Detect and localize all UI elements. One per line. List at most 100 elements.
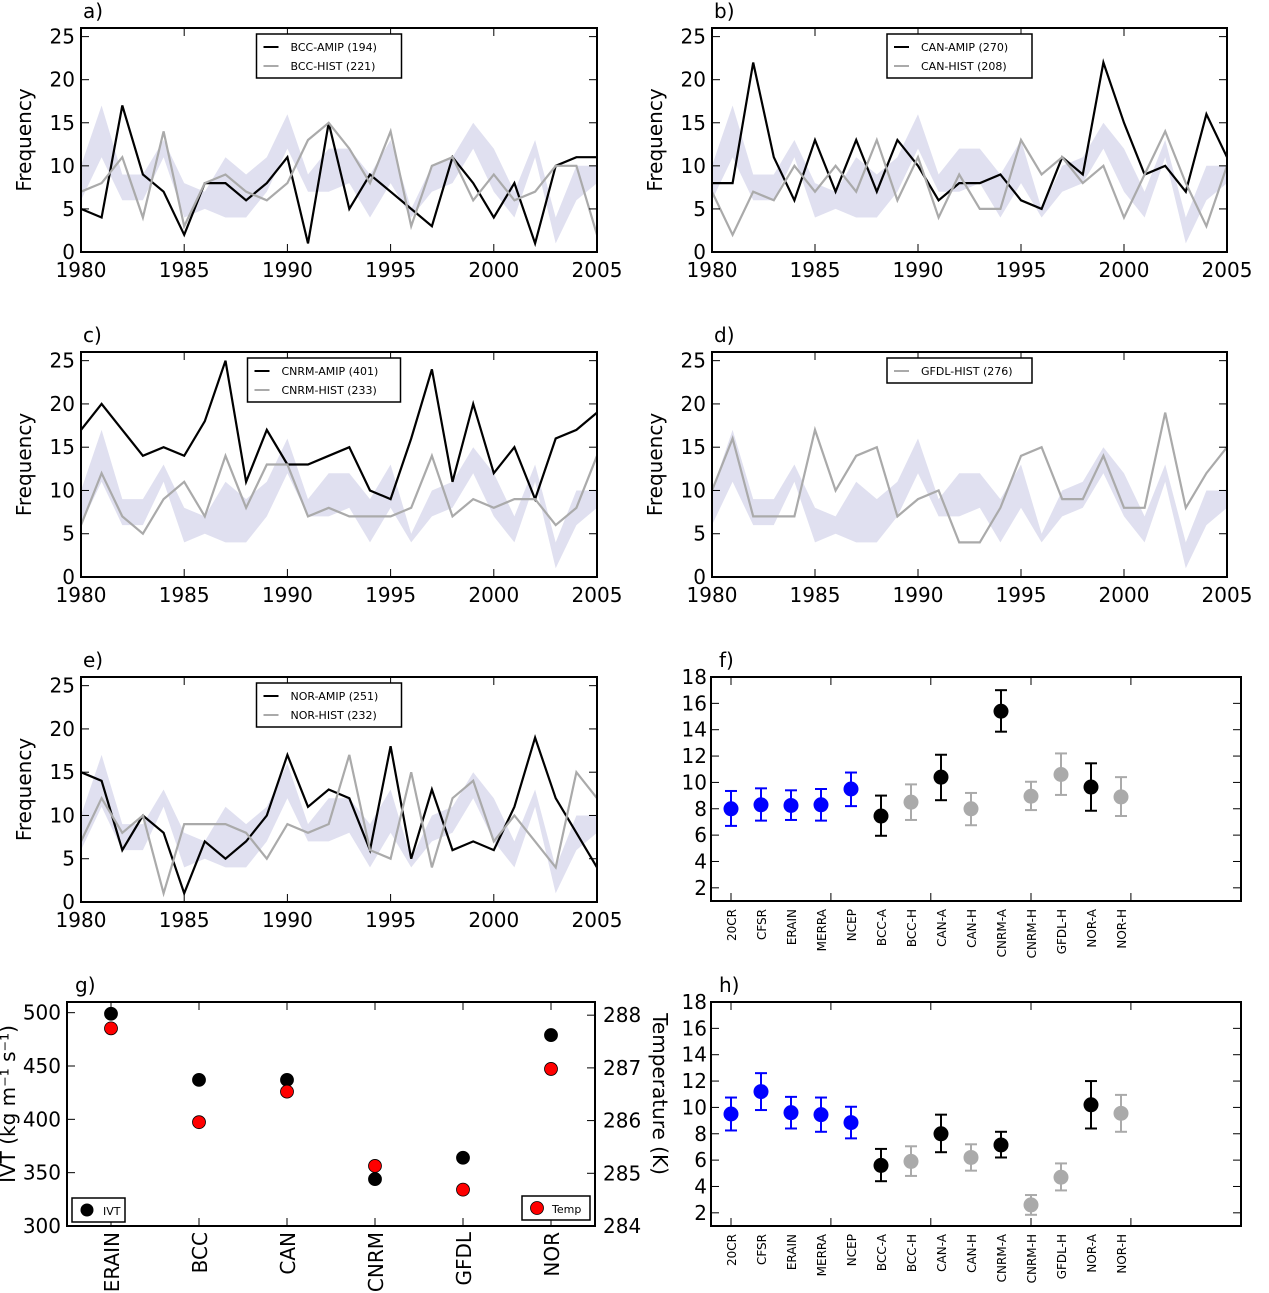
x-tick-label: 1990 — [893, 258, 944, 282]
y-axis-label: Frequency — [643, 413, 667, 516]
category-label: MERRA — [815, 1233, 829, 1276]
category-label: GFDL — [452, 1231, 476, 1285]
y-tick-label: 16 — [682, 1016, 707, 1040]
x-tick-label: 1990 — [262, 258, 313, 282]
point-ivt — [104, 1006, 118, 1021]
y-tick-label: 6 — [694, 823, 707, 847]
plot-frame — [80, 27, 598, 253]
panel-label: b) — [714, 0, 735, 23]
plot-frame — [711, 27, 1228, 253]
point-merra — [813, 1107, 829, 1123]
y-tick-label: 15 — [50, 111, 75, 135]
y-tick-label: 10 — [682, 770, 707, 794]
plot-frame — [710, 1001, 1242, 1227]
x-tick-label: 1990 — [262, 583, 313, 607]
category-label: NOR-A — [1085, 1233, 1099, 1272]
y-axis-label: Frequency — [12, 738, 36, 841]
point-cnrm-h — [1023, 788, 1039, 804]
legend-box — [246, 357, 402, 403]
y-tick-label: 20 — [681, 392, 706, 416]
point-can-a — [933, 769, 949, 785]
x-tick-label: 2000 — [468, 258, 519, 282]
x-tick-label: 1980 — [56, 908, 107, 932]
legend-swatch-temp — [530, 1201, 544, 1215]
y-tick-label: 25 — [50, 674, 75, 698]
point-20cr — [723, 1106, 739, 1122]
x-tick-label: 1980 — [687, 258, 738, 282]
y-tick-label: 25 — [681, 349, 706, 373]
legend-label: NOR-HIST (232) — [291, 709, 377, 722]
point-ncep — [843, 1115, 859, 1131]
point-temp — [544, 1062, 558, 1076]
category-label: CAN-H — [965, 909, 979, 948]
point-20cr — [723, 801, 739, 817]
legend-box-ivt — [71, 1197, 126, 1223]
y-tick-label: 5 — [693, 522, 706, 546]
y-tick-label-right: 286 — [603, 1109, 641, 1133]
reanalysis-range-band — [81, 429, 597, 569]
category-label: CNRM — [364, 1232, 388, 1292]
panel-label: e) — [83, 648, 103, 672]
plot-frame — [711, 351, 1228, 578]
y-tick-label: 10 — [682, 1095, 707, 1119]
panel-label: h) — [719, 973, 739, 997]
y-tick-label-right: 285 — [603, 1161, 641, 1185]
panel-label: f) — [719, 648, 734, 672]
y-tick-label: 18 — [682, 990, 707, 1014]
y-tick-label: 10 — [50, 478, 75, 502]
reanalysis-range-band — [712, 105, 1227, 244]
series-line-nor-amip — [80, 733, 598, 897]
panel-label: c) — [83, 323, 102, 347]
series-line-bcc-amip — [80, 105, 597, 248]
legend-box — [255, 682, 403, 728]
x-tick-label: 1985 — [790, 258, 841, 282]
category-label: NOR — [540, 1232, 564, 1277]
y-tick-label: 15 — [50, 760, 75, 784]
point-cfsr — [753, 1084, 769, 1100]
point-nor-h — [1113, 1105, 1129, 1121]
y-tick-label: 0 — [693, 240, 706, 264]
category-label: CAN-A — [935, 908, 949, 947]
legend-box — [886, 33, 1033, 79]
y-tick-label: 20 — [681, 68, 706, 92]
point-ncep — [843, 781, 859, 797]
category-label: NCEP — [845, 909, 859, 941]
x-tick-label: 2005 — [572, 583, 623, 607]
category-label: MERRA — [815, 908, 829, 951]
legend-box — [255, 33, 403, 79]
category-label: CNRM-H — [1025, 909, 1039, 958]
point-cfsr — [753, 797, 769, 813]
category-label: CNRM-A — [995, 1233, 1009, 1282]
point-bcc-h — [903, 1153, 919, 1169]
point-temp — [456, 1182, 470, 1197]
point-gfdl-h — [1053, 1169, 1069, 1185]
legend-label-ivt: IVT — [103, 1205, 121, 1218]
category-label: CNRM-H — [1025, 1234, 1039, 1283]
x-tick-label: 1990 — [893, 583, 944, 607]
x-tick-label: 1985 — [159, 583, 210, 607]
reanalysis-range-band — [81, 105, 597, 244]
x-tick-label: 1990 — [262, 908, 313, 932]
category-label: CFSR — [755, 1234, 769, 1265]
point-can-h — [963, 1149, 979, 1165]
legend-label: BCC-AMIP (194) — [291, 41, 377, 54]
panel-label: g) — [75, 973, 96, 997]
category-label: 20CR — [725, 1234, 739, 1266]
plot-frame — [66, 1001, 596, 1227]
point-temp — [192, 1115, 206, 1130]
y-tick-label: 18 — [682, 665, 707, 689]
y-tick-label: 2 — [694, 1201, 707, 1225]
y-tick-label: 6 — [694, 1148, 707, 1172]
y-tick-label: 14 — [682, 1043, 707, 1067]
point-ivt — [368, 1172, 382, 1186]
point-erain — [783, 1105, 799, 1121]
category-label: GFDL-H — [1055, 1234, 1069, 1279]
y-tick-label: 5 — [62, 522, 75, 546]
legend-swatch-ivt — [80, 1203, 94, 1217]
y-tick-label: 10 — [50, 803, 75, 827]
x-tick-label: 1985 — [159, 908, 210, 932]
